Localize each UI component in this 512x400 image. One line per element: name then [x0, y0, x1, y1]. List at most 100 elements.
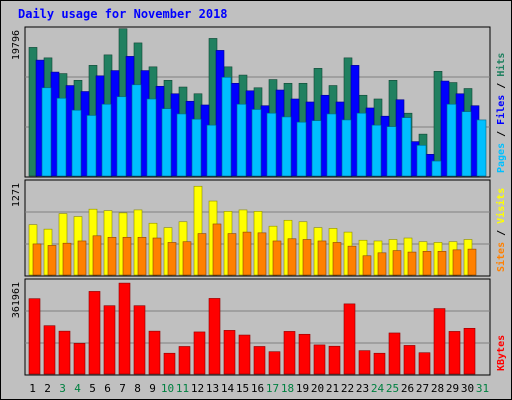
x-tick-label-day-6: 6	[104, 382, 111, 395]
x-tick-label-day-11: 11	[176, 382, 189, 395]
series-pages	[41, 77, 487, 177]
bar-pages-day-21	[341, 119, 352, 177]
x-tick-label-day-17: 17	[266, 382, 279, 395]
bar-pages-day-20	[326, 113, 337, 177]
x-tick-label-day-18: 18	[281, 382, 294, 395]
bar-sites-day-22	[347, 245, 357, 276]
svg-text:Pages / Files / Hits: Pages / Files / Hits	[495, 53, 507, 173]
bar-kbytes-day-8	[133, 305, 146, 375]
bar-pages-day-18	[296, 121, 307, 177]
bar-kbytes-day-15	[238, 334, 251, 375]
x-tick-label-day-14: 14	[221, 382, 235, 395]
bar-kbytes-day-7	[118, 282, 131, 375]
panel-2: 361961 KBytes	[11, 278, 507, 376]
bar-kbytes-day-21	[328, 345, 341, 375]
x-tick-label-day-4: 4	[74, 382, 81, 395]
x-tick-label-day-15: 15	[236, 382, 249, 395]
bar-pages-day-26	[416, 145, 427, 177]
bar-pages-day-14	[236, 103, 247, 177]
x-tick-label-day-25: 25	[386, 382, 399, 395]
x-tick-label-day-31: 31	[476, 382, 489, 395]
bar-sites-day-17	[272, 240, 282, 276]
bar-kbytes-day-24	[373, 352, 386, 375]
bar-kbytes-day-9	[148, 330, 161, 375]
legend-separator: /	[496, 125, 507, 143]
bar-kbytes-day-29	[448, 331, 461, 375]
x-tick-label-day-22: 22	[341, 382, 354, 395]
x-tick-label-day-13: 13	[206, 382, 219, 395]
x-tick-label-day-3: 3	[59, 382, 66, 395]
bar-sites-day-5	[92, 235, 102, 276]
bar-sites-day-8	[137, 236, 147, 276]
legend-visits: Visits	[495, 188, 507, 224]
x-tick-label-day-7: 7	[119, 382, 126, 395]
bar-sites-day-9	[152, 237, 162, 276]
bar-kbytes-day-16	[253, 346, 266, 375]
bar-sites-day-25	[392, 250, 402, 276]
svg-text:KBytes: KBytes	[496, 335, 507, 371]
bar-pages-day-24	[386, 126, 397, 177]
bar-sites-day-21	[332, 242, 342, 276]
bar-kbytes-day-23	[358, 350, 371, 375]
bar-kbytes-day-18	[283, 331, 296, 375]
x-tick-label-day-1: 1	[29, 382, 36, 395]
bar-kbytes-day-26	[403, 345, 416, 375]
bar-pages-day-7	[131, 84, 142, 177]
bar-sites-day-1	[32, 243, 42, 276]
panel-1: 1271 Sites / Visits	[11, 179, 507, 277]
bar-kbytes-day-20	[313, 344, 326, 375]
bar-pages-day-29	[461, 111, 472, 177]
bar-sites-day-13	[212, 223, 222, 276]
bar-pages-day-16	[266, 112, 277, 177]
x-tick-label-day-19: 19	[296, 382, 309, 395]
legend-pages: Pages	[496, 143, 507, 173]
legend-panel-1: Sites / Visits	[495, 188, 507, 272]
bar-kbytes-day-13	[208, 298, 221, 375]
bar-pages-day-12	[206, 124, 217, 177]
bar-pages-day-25	[401, 117, 412, 177]
bar-kbytes-day-22	[343, 303, 356, 375]
bar-sites-day-12	[197, 233, 207, 276]
bar-sites-day-20	[317, 240, 327, 276]
x-tick-label-day-24: 24	[371, 382, 385, 395]
bar-pages-day-15	[251, 109, 262, 177]
bar-sites-day-27	[422, 251, 432, 276]
bar-kbytes-day-11	[178, 346, 191, 375]
bar-pages-day-17	[281, 116, 292, 177]
bar-kbytes-day-28	[433, 308, 446, 375]
bar-pages-day-10	[176, 113, 187, 177]
bar-pages-day-22	[356, 112, 367, 177]
svg-text:Sites / Visits: Sites / Visits	[495, 188, 507, 272]
legend-separator: /	[496, 224, 507, 242]
bar-sites-day-26	[407, 251, 417, 276]
bar-sites-day-30	[467, 248, 477, 276]
bar-kbytes-day-27	[418, 352, 431, 375]
bar-kbytes-day-19	[298, 333, 311, 375]
bar-pages-day-28	[446, 103, 457, 177]
legend-hits: Hits	[495, 53, 507, 77]
x-tick-label-day-2: 2	[44, 382, 51, 395]
bar-sites-day-16	[257, 232, 267, 276]
series-sites	[32, 223, 477, 276]
bar-sites-day-7	[122, 236, 132, 276]
x-tick-label-day-5: 5	[89, 382, 96, 395]
bar-pages-day-13	[221, 77, 232, 177]
bar-pages-day-9	[161, 108, 172, 177]
x-tick-label-day-20: 20	[311, 382, 324, 395]
chart-title: Daily usage for November 2018	[18, 7, 228, 21]
y-max-label: 1271	[11, 183, 22, 207]
bar-pages-day-11	[191, 118, 202, 177]
x-tick-label-day-21: 21	[326, 382, 339, 395]
bar-kbytes-day-4	[73, 343, 86, 375]
bar-sites-day-15	[242, 231, 252, 276]
x-tick-label-day-10: 10	[161, 382, 174, 395]
bar-kbytes-day-12	[193, 331, 206, 375]
bar-kbytes-day-3	[58, 330, 71, 375]
bar-kbytes-day-2	[43, 325, 56, 375]
y-max-label: 19796	[11, 30, 22, 60]
bar-kbytes-day-25	[388, 332, 401, 375]
bar-sites-day-10	[167, 242, 177, 276]
legend-panel-0: Pages / Files / Hits	[495, 53, 507, 173]
bar-sites-day-24	[377, 252, 387, 276]
